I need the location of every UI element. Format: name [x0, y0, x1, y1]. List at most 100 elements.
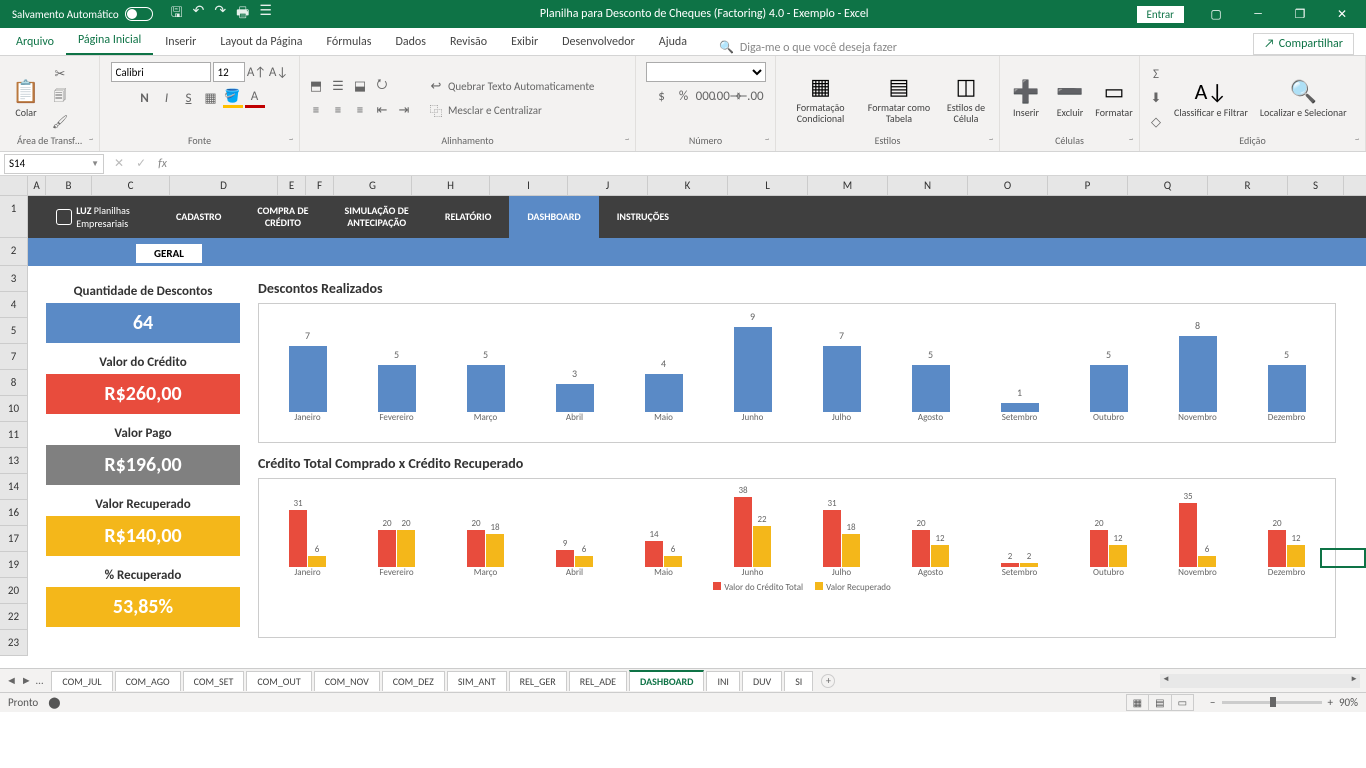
ribbon-tab-página-inicial[interactable]: Página Inicial: [66, 27, 153, 55]
col-header[interactable]: H: [412, 176, 490, 195]
sheet-tab-com_out[interactable]: COM_OUT: [246, 671, 311, 691]
sheet-tab-com_dez[interactable]: COM_DEZ: [382, 671, 445, 691]
row-header[interactable]: 19: [0, 552, 28, 578]
col-header[interactable]: O: [968, 176, 1048, 195]
ribbon-options-icon[interactable]: ▢: [1196, 7, 1236, 22]
zoom-out-icon[interactable]: −: [1210, 696, 1215, 709]
auto-save-toggle[interactable]: [125, 7, 153, 21]
macro-record-icon[interactable]: ⬤: [48, 696, 60, 709]
cut-icon[interactable]: ✂: [50, 64, 70, 84]
zoom-slider[interactable]: [1222, 701, 1322, 704]
horizontal-scrollbar[interactable]: [1160, 674, 1360, 688]
restore-icon[interactable]: ❐: [1280, 7, 1320, 22]
borders-icon[interactable]: ▦: [201, 88, 221, 108]
minimize-icon[interactable]: ―: [1238, 7, 1278, 21]
fx-icon[interactable]: fx: [152, 157, 173, 171]
save-icon[interactable]: 🖫: [171, 2, 183, 26]
subnav-tab[interactable]: GERAL: [136, 244, 202, 263]
autosum-icon[interactable]: Σ: [1146, 64, 1166, 84]
col-header[interactable]: F: [306, 176, 334, 195]
row-header[interactable]: 11: [0, 422, 28, 448]
nav-instruções[interactable]: INSTRUÇÕES: [599, 196, 687, 238]
number-format-select[interactable]: [646, 62, 766, 82]
spreadsheet-grid[interactable]: ABCDEFGHIJKLMNOPQRS 12345781011131416171…: [0, 176, 1366, 668]
align-left-icon[interactable]: ≡: [306, 100, 326, 120]
nav-cadastro[interactable]: CADASTRO: [158, 196, 239, 238]
sheet-tab-duv[interactable]: DUV: [742, 671, 782, 691]
row-header[interactable]: 16: [0, 500, 28, 526]
align-bottom-icon[interactable]: ⬓: [350, 76, 370, 96]
font-size-input[interactable]: [213, 62, 245, 82]
sheet-tab-com_nov[interactable]: COM_NOV: [314, 671, 380, 691]
sheet-tab-com_jul[interactable]: COM_JUL: [51, 671, 112, 691]
find-select-button[interactable]: 🔍Localizar e Selecionar: [1256, 76, 1351, 120]
sheet-tab-com_set[interactable]: COM_SET: [183, 671, 245, 691]
fill-icon[interactable]: ⬇: [1146, 88, 1166, 108]
print-icon[interactable]: 🖶: [236, 2, 249, 26]
row-header[interactable]: 2: [0, 238, 28, 266]
col-header[interactable]: Q: [1128, 176, 1208, 195]
format-painter-icon[interactable]: 🖌: [50, 112, 70, 132]
col-header[interactable]: M: [808, 176, 888, 195]
row-header[interactable]: 22: [0, 604, 28, 630]
undo-icon[interactable]: ↶: [193, 2, 205, 26]
nav-compra-de-crédito[interactable]: COMPRA DECRÉDITO: [239, 196, 326, 238]
col-header[interactable]: L: [728, 176, 808, 195]
view-buttons[interactable]: ▦▤▭: [1127, 696, 1194, 709]
row-header[interactable]: 3: [0, 266, 28, 292]
ribbon-tab-ajuda[interactable]: Ajuda: [647, 29, 699, 55]
ribbon-tab-arquivo[interactable]: Arquivo: [4, 29, 66, 55]
row-header[interactable]: 8: [0, 370, 28, 396]
italic-icon[interactable]: I: [157, 88, 177, 108]
row-header[interactable]: 1: [0, 196, 28, 238]
ribbon-tab-inserir[interactable]: Inserir: [153, 29, 208, 55]
sheet-tab-com_ago[interactable]: COM_AGO: [115, 671, 181, 691]
sheet-nav-more[interactable]: …: [36, 674, 44, 687]
conditional-format-button[interactable]: ▦Formatação Condicional: [782, 71, 859, 126]
sheet-tab-si[interactable]: SI: [784, 671, 813, 691]
sheet-nav-next[interactable]: ►: [21, 674, 32, 687]
paste-button[interactable]: 📋Colar: [6, 76, 46, 120]
row-header[interactable]: 4: [0, 292, 28, 318]
redo-icon[interactable]: ↷: [214, 2, 226, 26]
enter-icon[interactable]: ✓: [130, 156, 152, 171]
col-header[interactable]: P: [1048, 176, 1128, 195]
row-header[interactable]: 7: [0, 344, 28, 370]
add-sheet-button[interactable]: +: [821, 674, 835, 688]
orientation-icon[interactable]: ⭮: [372, 76, 392, 96]
touch-icon[interactable]: ☰: [259, 2, 272, 26]
cell-styles-button[interactable]: ◫Estilos de Célula: [939, 71, 993, 126]
zoom-in-icon[interactable]: +: [1328, 696, 1333, 709]
copy-icon[interactable]: 🗐: [50, 88, 70, 108]
ribbon-tab-exibir[interactable]: Exibir: [499, 29, 550, 55]
nav-simulação-de-antecipação[interactable]: SIMULAÇÃO DEANTECIPAÇÃO: [327, 196, 427, 238]
bold-icon[interactable]: N: [135, 88, 155, 108]
sort-filter-button[interactable]: A↓Classificar e Filtrar: [1170, 76, 1252, 120]
col-header[interactable]: I: [490, 176, 568, 195]
col-header[interactable]: B: [46, 176, 92, 195]
sheet-tab-sim_ant[interactable]: SIM_ANT: [447, 671, 507, 691]
name-box[interactable]: S14▼: [4, 154, 104, 174]
dec-decimal-icon[interactable]: ←.00: [740, 86, 760, 106]
align-middle-icon[interactable]: ☰: [328, 76, 348, 96]
col-header[interactable]: G: [334, 176, 412, 195]
col-header[interactable]: N: [888, 176, 968, 195]
close-icon[interactable]: ✕: [1322, 7, 1362, 22]
row-header[interactable]: 23: [0, 630, 28, 656]
row-header[interactable]: 17: [0, 526, 28, 552]
share-button[interactable]: ↗Compartilhar: [1253, 33, 1354, 55]
indent-less-icon[interactable]: ⇤: [372, 100, 392, 120]
col-header[interactable]: A: [28, 176, 46, 195]
cancel-icon[interactable]: ✕: [108, 156, 130, 171]
ribbon-tab-revisão[interactable]: Revisão: [438, 29, 499, 55]
indent-more-icon[interactable]: ⇥: [394, 100, 414, 120]
sheet-tab-dashboard[interactable]: DASHBOARD: [629, 670, 704, 691]
ribbon-tab-dados[interactable]: Dados: [383, 29, 437, 55]
underline-icon[interactable]: S: [179, 88, 199, 108]
align-center-icon[interactable]: ≡: [328, 100, 348, 120]
insert-cells-button[interactable]: ➕Inserir: [1006, 76, 1046, 120]
font-color-icon[interactable]: A: [245, 88, 265, 108]
select-all[interactable]: [0, 176, 28, 195]
sheet-tab-rel_ger[interactable]: REL_GER: [509, 671, 567, 691]
sheet-nav-first[interactable]: ◄: [6, 674, 17, 687]
